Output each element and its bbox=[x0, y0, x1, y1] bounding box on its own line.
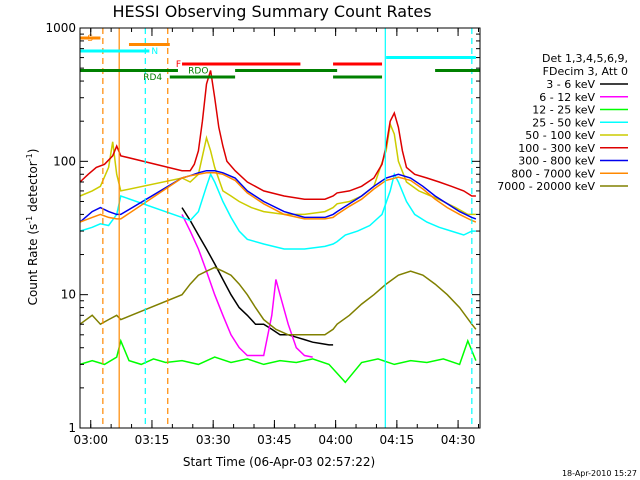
y-tick-label-2: 10 bbox=[61, 288, 76, 302]
legend-header-1: Det 1,3,4,5,6,9, bbox=[542, 52, 628, 65]
chart-title: HESSI Observing Summary Count Rates bbox=[112, 2, 431, 21]
legend-header-2: FDecim 3, Att 0 bbox=[543, 65, 628, 78]
series-line-3 bbox=[79, 338, 477, 384]
x-tick-label-1: 03:00 bbox=[73, 433, 108, 447]
plot-frame bbox=[79, 27, 481, 429]
svg-text:Count Rate (s-1 detector-1): Count Rate (s-1 detector-1) bbox=[25, 149, 40, 306]
series-line-4 bbox=[79, 172, 476, 250]
y-tick-label-4: 1000 bbox=[45, 21, 76, 35]
series-line-6 bbox=[79, 70, 476, 200]
x-axis-label: Start Time (06-Apr-03 02:57:22) bbox=[183, 455, 375, 469]
legend-label-3: 12 - 25 keV bbox=[532, 104, 595, 117]
series-line-1 bbox=[181, 207, 334, 346]
y-axis-label: Count Rate (s-1 detector-1) bbox=[25, 149, 40, 306]
legend-label-8: 800 - 7000 keV bbox=[511, 167, 595, 180]
series-line-8 bbox=[79, 172, 477, 223]
series-line-7 bbox=[79, 169, 477, 223]
legend-label-7: 300 - 800 keV bbox=[518, 155, 595, 168]
x-tick-label-7: 04:30 bbox=[441, 433, 476, 447]
series-line-5 bbox=[79, 121, 476, 216]
flag-label-6: RDO bbox=[188, 67, 208, 77]
flag-label-1: S bbox=[87, 34, 93, 44]
plot-area: S N F RDO RD4 03:00 03:15 03:30 03:45 04:00 04:15 0… bbox=[45, 21, 481, 447]
legend-label-1: 3 - 6 keV bbox=[546, 78, 595, 91]
x-tick-label-3: 03:30 bbox=[196, 433, 231, 447]
series-line-9 bbox=[79, 266, 477, 336]
legend-label-2: 6 - 12 keV bbox=[539, 91, 595, 104]
x-tick-label-5: 04:00 bbox=[318, 433, 353, 447]
x-tick-label-4: 03:45 bbox=[257, 433, 292, 447]
flag-label-3: N bbox=[151, 47, 158, 57]
x-tick-label-2: 03:15 bbox=[135, 433, 170, 447]
series-line-2 bbox=[181, 214, 313, 358]
legend-label-6: 100 - 300 keV bbox=[518, 142, 595, 155]
footer-timestamp: 18-Apr-2010 15:27 bbox=[562, 469, 637, 478]
legend: Det 1,3,4,5,6,9,FDecim 3, Att 03 - 6 keV… bbox=[497, 52, 628, 193]
y-tick-label-1: 1 bbox=[68, 421, 76, 435]
legend-label-5: 50 - 100 keV bbox=[525, 129, 595, 142]
x-tick-label-6: 04:15 bbox=[380, 433, 415, 447]
flag-label-7: RD4 bbox=[143, 73, 162, 83]
legend-label-9: 7000 - 20000 keV bbox=[497, 180, 595, 193]
flag-label-5: F bbox=[176, 60, 181, 70]
y-tick-label-3: 100 bbox=[53, 154, 76, 168]
legend-label-4: 25 - 50 keV bbox=[532, 116, 595, 129]
